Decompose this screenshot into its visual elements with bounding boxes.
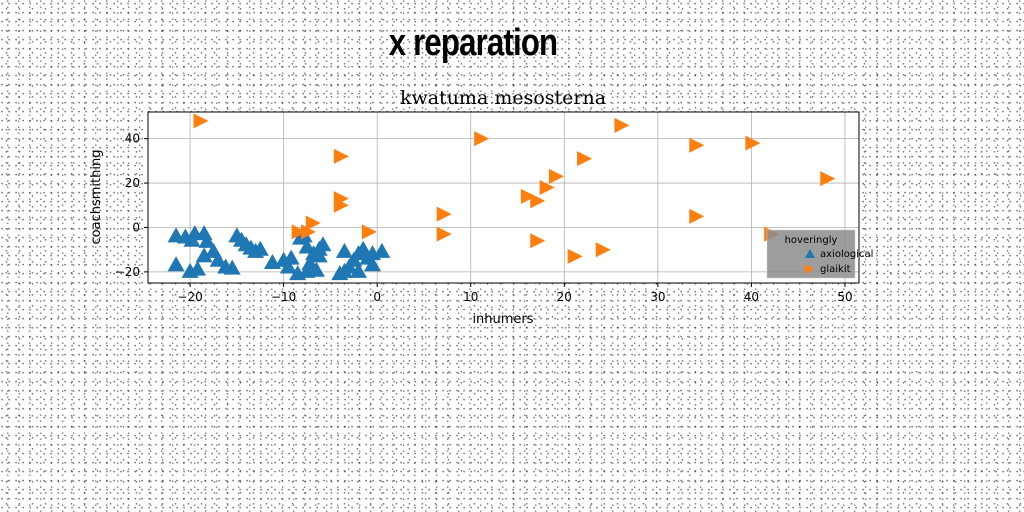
point-glaikit <box>567 248 583 264</box>
point-glaikit <box>436 226 452 242</box>
chart-title: kwatuma mesosterna <box>400 87 606 109</box>
x-tick-label: 30 <box>650 290 665 304</box>
point-glaikit <box>520 188 536 204</box>
point-glaikit <box>820 171 836 187</box>
x-tick-label: −20 <box>177 290 202 304</box>
point-glaikit <box>745 135 761 151</box>
legend-label-axiological: axiological <box>820 249 873 260</box>
y-tick-label: −20 <box>115 265 140 279</box>
point-glaikit <box>539 180 555 196</box>
point-axiological <box>279 258 297 274</box>
point-glaikit <box>333 197 349 213</box>
y-tick-label: 40 <box>125 132 140 146</box>
point-axiological <box>335 242 353 258</box>
legend-label-glaikit: glaikit <box>820 264 851 275</box>
point-axiological <box>310 247 328 263</box>
point-glaikit <box>689 208 705 224</box>
x-tick-label: −10 <box>271 290 296 304</box>
point-axiological <box>373 242 391 258</box>
point-glaikit <box>530 193 546 209</box>
point-axiological <box>349 262 367 278</box>
point-axiological <box>364 256 382 272</box>
point-axiological <box>195 247 213 263</box>
point-axiological <box>301 255 319 271</box>
plot-frame <box>147 111 860 284</box>
point-axiological <box>223 259 241 275</box>
point-glaikit <box>595 242 611 258</box>
axis-ticks: −20 −10 0 10 20 30 40 50 −20 0 20 40 <box>115 132 853 304</box>
x-tick-label: 40 <box>744 290 759 304</box>
point-axiological <box>189 260 207 276</box>
x-tick-label: 20 <box>557 290 572 304</box>
legend-marker-glaikit <box>805 264 814 274</box>
x-tick-label: 50 <box>837 290 852 304</box>
point-glaikit <box>530 233 546 249</box>
x-tick-label: 10 <box>463 290 478 304</box>
point-glaikit <box>436 206 452 222</box>
x-tick-label: 0 <box>373 290 381 304</box>
data-points <box>167 113 836 281</box>
legend-marker-axiological <box>805 249 815 258</box>
point-glaikit <box>614 117 630 133</box>
point-axiological <box>282 249 300 265</box>
point-axiological <box>314 236 332 252</box>
point-glaikit <box>301 224 317 240</box>
point-axiological <box>183 231 201 247</box>
point-glaikit <box>548 168 564 184</box>
point-axiological <box>247 242 265 258</box>
point-glaikit <box>305 215 321 231</box>
y-axis-label: coachsmithing <box>89 150 104 245</box>
legend-title: hoveringly <box>785 235 838 246</box>
point-glaikit <box>361 224 377 240</box>
point-glaikit <box>291 224 307 240</box>
point-axiological <box>167 256 185 272</box>
point-axiological <box>209 251 227 267</box>
y-tick-label: 0 <box>132 220 140 234</box>
point-axiological <box>198 232 216 248</box>
legend: hoveringly axiological glaikit <box>766 229 873 279</box>
point-glaikit <box>689 137 705 153</box>
y-tick-label: 20 <box>125 176 140 190</box>
point-glaikit <box>577 151 593 167</box>
x-axis-label: inhumers <box>472 312 533 327</box>
page-title: x reparation <box>388 22 558 64</box>
point-glaikit <box>474 131 490 147</box>
point-glaikit <box>333 148 349 164</box>
point-glaikit <box>193 113 209 129</box>
